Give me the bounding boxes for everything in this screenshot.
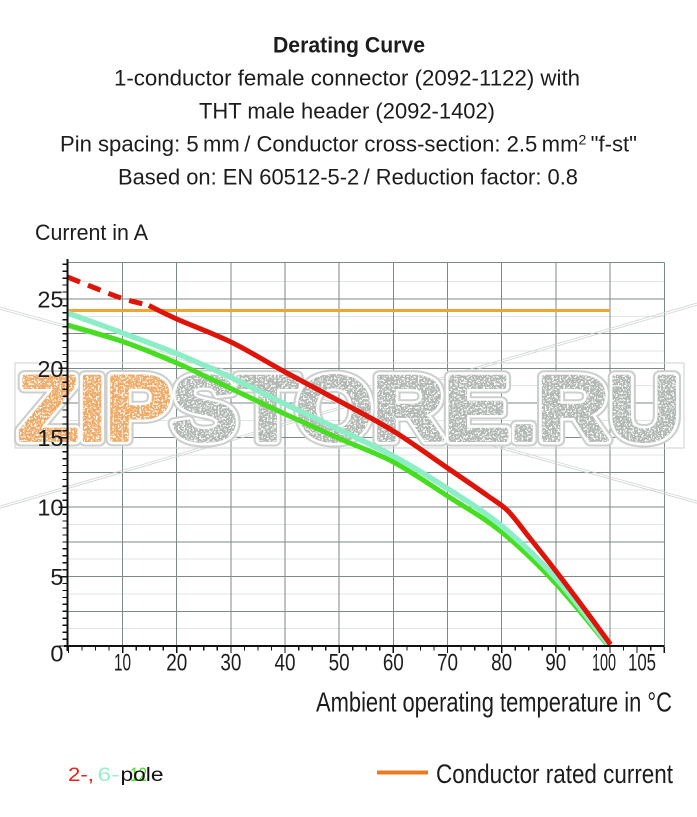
svg-text:70: 70 xyxy=(437,650,458,677)
svg-text:100: 100 xyxy=(592,650,616,677)
svg-text:pole: pole xyxy=(121,765,164,786)
svg-text:Current in A: Current in A xyxy=(35,220,148,245)
svg-text:80: 80 xyxy=(491,650,512,677)
svg-text:5: 5 xyxy=(50,564,63,590)
svg-text:0: 0 xyxy=(50,641,63,667)
svg-text:25: 25 xyxy=(37,286,63,312)
svg-text:10: 10 xyxy=(114,650,131,677)
svg-text:6-: 6- xyxy=(98,765,120,786)
svg-text:15: 15 xyxy=(37,425,63,451)
svg-text:Ambient operating temperature: Ambient operating temperature in °C xyxy=(316,687,672,718)
svg-text:90: 90 xyxy=(545,650,566,677)
svg-text:10: 10 xyxy=(37,495,63,521)
svg-text:30: 30 xyxy=(220,650,241,677)
svg-text:20: 20 xyxy=(166,650,187,677)
svg-text:40: 40 xyxy=(275,650,296,677)
svg-text:105: 105 xyxy=(628,650,656,677)
svg-text:50: 50 xyxy=(329,650,350,677)
svg-text:ZIPSTORE.RU: ZIPSTORE.RU xyxy=(18,358,680,460)
svg-text:12: 12 xyxy=(130,765,147,786)
svg-text:THT male header (2092-1402): THT male header (2092-1402) xyxy=(199,99,495,124)
svg-text:1-conductor female connector (: 1-conductor female connector (2092-1122)… xyxy=(114,66,580,91)
svg-text:Conductor rated current: Conductor rated current xyxy=(436,759,673,789)
svg-text:Pin spacing: 5 mm / Conductor: Pin spacing: 5 mm / Conductor cross-sect… xyxy=(60,132,637,157)
svg-text:Based on: EN 60512-5-2 / Reduc: Based on: EN 60512-5-2 / Reduction facto… xyxy=(118,165,578,190)
svg-text:Derating Curve: Derating Curve xyxy=(273,33,425,58)
svg-text:2-,: 2-, xyxy=(68,765,94,786)
svg-text:20: 20 xyxy=(37,356,63,382)
svg-text:60: 60 xyxy=(383,650,404,677)
